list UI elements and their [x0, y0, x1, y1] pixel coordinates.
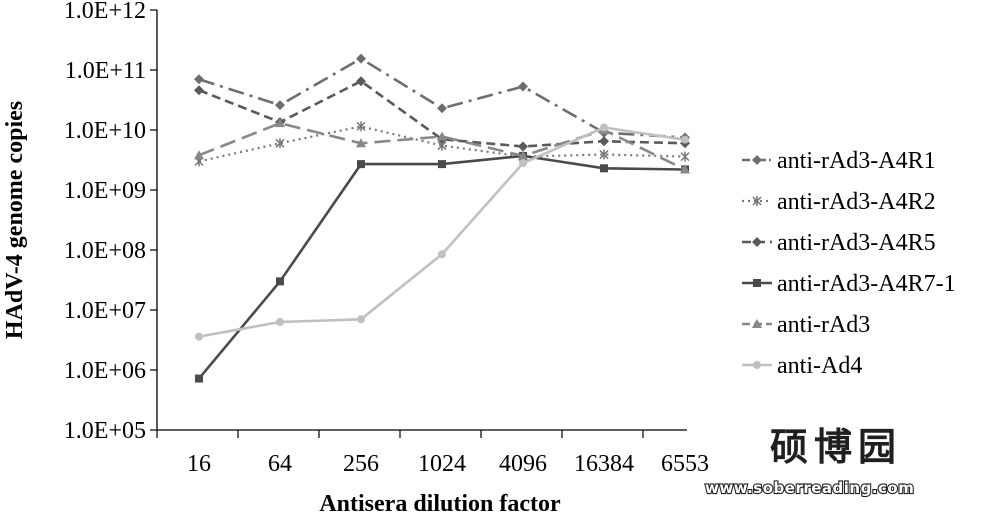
legend-anti-rad3-a4r2: anti-rAd3-A4R2	[742, 189, 936, 215]
series-anti-rad3-a4r1-point	[356, 53, 366, 64]
axes	[150, 9, 687, 438]
x-tick-label: 6553	[661, 451, 709, 477]
series-anti-ad4-point	[438, 250, 446, 259]
y-tick-label: 1.0E+11	[65, 58, 146, 84]
x-tick-label: 64	[268, 451, 292, 477]
series-anti-ad4-line	[198, 126, 686, 338]
x-tick-label: 16384	[574, 451, 634, 477]
series-anti-rad3-a4r1-point	[194, 74, 204, 85]
legend-anti-rad3-a4r7-1: anti-rAd3-A4R7-1	[742, 271, 956, 297]
legend-anti-ad4-point	[753, 361, 761, 369]
series-anti-rad3-a4r7-1-point	[357, 160, 365, 169]
x-tick-label: 16	[187, 451, 211, 477]
legend-anti-rad3-a4r1: anti-rAd3-A4R1	[742, 148, 936, 174]
series-anti-ad4-point	[681, 135, 689, 144]
x-tick-label: 4096	[499, 451, 547, 477]
y-tick-label: 1.0E+08	[64, 238, 146, 264]
series-anti-rad3-point	[194, 150, 204, 160]
series-anti-rad3-a4r2-point	[275, 138, 285, 149]
series-anti-rad3-a4r7-1	[195, 151, 689, 383]
series-anti-rad3-a4r5-point	[599, 136, 609, 147]
legend-anti-rad3-a4r2-label: anti-rAd3-A4R2	[777, 189, 936, 215]
legend-anti-ad4: anti-Ad4	[742, 353, 862, 379]
x-axis-title: Antisera dilution factor	[319, 491, 561, 515]
series-anti-rad3-a4r2	[194, 121, 690, 167]
series-anti-rad3-point	[275, 118, 285, 128]
x-tick-label: 1024	[418, 451, 466, 477]
series-anti-rad3-a4r7-1-line	[198, 154, 686, 380]
series-anti-rad3-a4r5-point	[194, 85, 204, 96]
watermark-chinese: 硕博园	[770, 424, 902, 469]
y-tick-labels: 1.0E+05 1.0E+06 1.0E+07 1.0E+08 1.0E+09 1.0E+…	[64, 0, 146, 444]
y-tick-label: 1.0E+07	[64, 298, 146, 324]
y-tick-label: 1.0E+10	[64, 118, 146, 144]
series-anti-rad3-a4r1-point	[437, 103, 447, 114]
legend-anti-rad3-a4r5-point	[752, 237, 762, 247]
legend-anti-rad3: anti-rAd3	[742, 312, 870, 338]
series-anti-ad4-point	[600, 123, 608, 132]
legend-anti-rad3-a4r5-label: anti-rAd3-A4R5	[777, 230, 936, 256]
series-anti-rad3-a4r1-point	[275, 100, 285, 111]
x-tick-labels: 16 64 256 1024 4096 16384 6553	[187, 451, 709, 477]
series-anti-ad4-point	[357, 315, 365, 324]
legend-anti-ad4-label: anti-Ad4	[777, 353, 862, 379]
series-anti-ad4-point	[519, 159, 527, 168]
legend-anti-rad3-a4r7-1-point	[753, 279, 761, 287]
series-anti-rad3-a4r7-1-point	[195, 374, 203, 383]
y-axis-title: HAdV-4 genome copies	[2, 101, 28, 339]
x-tick-label: 256	[343, 451, 379, 477]
legend-anti-rad3-point	[752, 319, 762, 328]
y-tick-label: 1.0E+05	[64, 418, 146, 444]
series-anti-rad3-point	[437, 131, 447, 141]
series-anti-rad3-point	[356, 138, 366, 148]
y-tick-label: 1.0E+12	[64, 0, 146, 24]
watermark-url: www.soberreading.com	[705, 479, 914, 497]
legend-anti-rad3-a4r2-point	[752, 196, 762, 206]
series-anti-ad4	[195, 123, 689, 341]
series-anti-rad3-a4r7-1-point	[600, 164, 608, 173]
legend-anti-rad3-a4r5: anti-rAd3-A4R5	[742, 230, 936, 256]
legend-anti-rad3-a4r7-1-label: anti-rAd3-A4R7-1	[777, 271, 956, 297]
series-anti-rad3-a4r5-point	[518, 141, 528, 152]
legend: anti-rAd3-A4R1 anti-rAd3-A4R2 anti-rAd3-A4…	[742, 148, 956, 379]
series-lines	[194, 53, 690, 383]
series-anti-rad3-a4r2-point	[599, 149, 609, 160]
series-anti-rad3-a4r1-point	[518, 81, 528, 92]
y-tick-label: 1.0E+06	[64, 358, 146, 384]
series-anti-rad3-a4r2-point	[680, 151, 690, 162]
series-anti-rad3-a4r7-1-point	[438, 160, 446, 169]
y-tick-label: 1.0E+09	[64, 178, 146, 204]
legend-anti-rad3-a4r1-point	[752, 155, 762, 165]
legend-anti-rad3-label: anti-rAd3	[777, 312, 870, 338]
legend-anti-rad3-a4r1-label: anti-rAd3-A4R1	[777, 148, 936, 174]
series-anti-rad3-a4r7-1-point	[276, 277, 284, 286]
series-anti-rad3-point	[518, 150, 528, 160]
series-anti-rad3-point	[680, 164, 690, 174]
series-anti-rad3-a4r2-point	[356, 121, 366, 132]
series-anti-rad3-a4r5-point	[356, 76, 366, 87]
series-anti-ad4-point	[276, 318, 284, 327]
series-anti-ad4-point	[195, 332, 203, 341]
